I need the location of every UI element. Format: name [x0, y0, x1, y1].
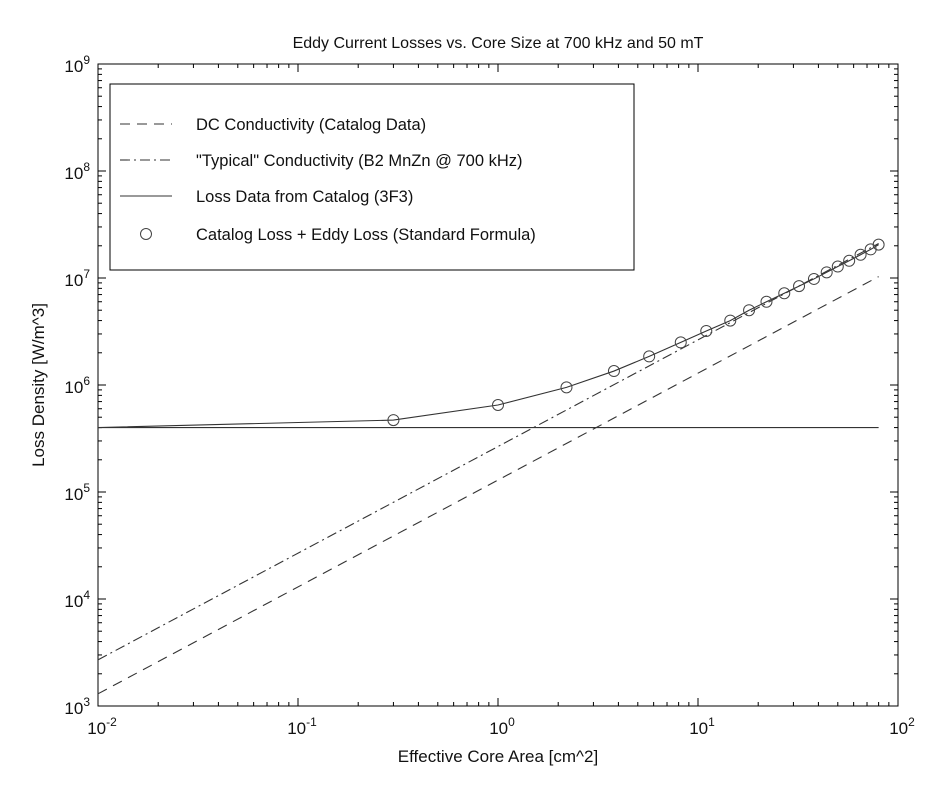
legend-label: Loss Data from Catalog (3F3) — [196, 188, 413, 206]
y-tick-label: 104 — [64, 588, 90, 611]
series-marker — [560, 381, 573, 394]
legend-label: DC Conductivity (Catalog Data) — [196, 116, 426, 134]
series-line-1 — [97, 276, 879, 695]
legend-entries: DC Conductivity (Catalog Data) "Typical" … — [120, 116, 536, 244]
y-tick-label: 105 — [64, 481, 90, 504]
series-marker — [831, 260, 844, 273]
legend-box — [109, 83, 635, 271]
x-tick-label: 101 — [689, 715, 715, 738]
legend-label: "Typical" Conductivity (B2 MnZn @ 700 kH… — [196, 152, 523, 170]
axis-ticks — [97, 63, 899, 707]
x-tick-label: 10-2 — [87, 715, 117, 738]
series-group — [97, 238, 885, 695]
x-tick-label: 102 — [889, 715, 915, 738]
series-marker — [872, 238, 885, 251]
series-line-4 — [97, 244, 879, 429]
legend: DC Conductivity (Catalog Data) "Typical" … — [109, 83, 635, 271]
series-marker — [724, 314, 737, 327]
series-marker — [843, 254, 856, 267]
series-marker — [793, 280, 806, 293]
series-marker — [700, 324, 713, 337]
legend-label: Catalog Loss + Eddy Loss (Standard Formu… — [196, 226, 536, 244]
x-tick-label: 10-1 — [287, 715, 317, 738]
y-tick-label: 106 — [64, 374, 90, 397]
x-tick-label: 100 — [489, 715, 515, 738]
series-marker — [743, 304, 756, 317]
series-marker — [643, 350, 656, 363]
y-axis-title: Loss Density [W/m^3] — [29, 303, 48, 467]
y-tick-label: 103 — [64, 695, 90, 718]
y-tick-label: 109 — [64, 53, 90, 76]
chart-title: Eddy Current Losses vs. Core Size at 700… — [293, 35, 704, 52]
series-marker — [854, 248, 867, 261]
series-marker — [820, 266, 833, 279]
legend-marker — [140, 228, 152, 240]
series-marker — [387, 414, 400, 427]
series-marker — [607, 365, 620, 378]
series-marker — [760, 295, 773, 308]
y-tick-label: 108 — [64, 160, 90, 183]
y-tick-label: 107 — [64, 267, 90, 290]
series-line-2 — [97, 243, 879, 661]
series-marker — [674, 336, 687, 349]
tick-labels: 10-2 10-1 100 101 102 103 104 105 106 107 108 109 — [64, 53, 915, 738]
series-marker — [778, 287, 791, 300]
series-marker — [807, 272, 820, 285]
series-marker — [492, 399, 504, 412]
x-axis-title: Effective Core Area [cm^2] — [398, 747, 598, 766]
